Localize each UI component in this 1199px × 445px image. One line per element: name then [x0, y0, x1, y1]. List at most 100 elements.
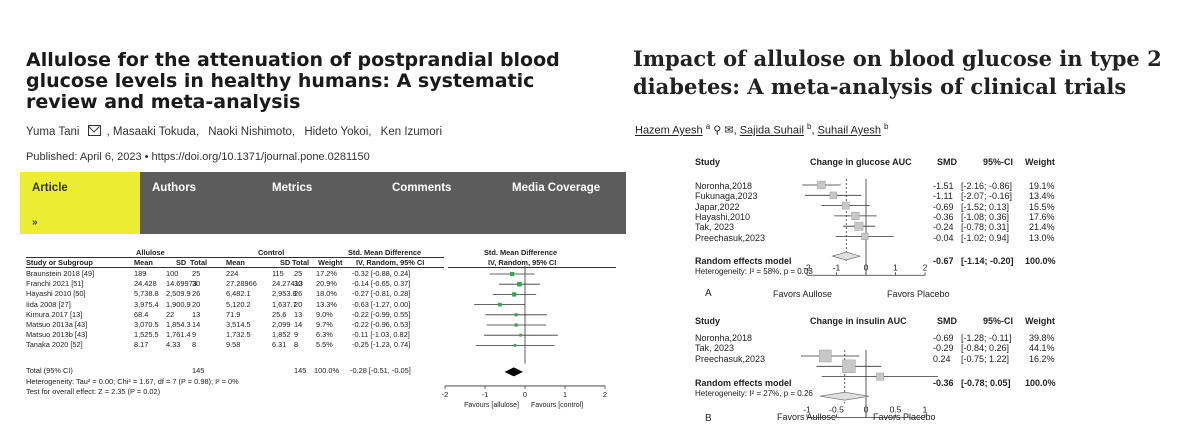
row-ci: -0.22 [-0.96, 0.53]	[352, 320, 411, 329]
row-sd1: 14.69973	[166, 279, 197, 289]
row-study: Preechasuk,2023	[695, 232, 766, 243]
panel-a-study-header: Study	[695, 157, 721, 167]
row-study: Franchi 2021 [51]	[26, 279, 84, 289]
x-tick-label: 2	[603, 390, 607, 399]
favours-control: Favours [control]	[531, 402, 583, 409]
row-ci: [-2.16; -0.86]	[961, 181, 1013, 191]
row-sd1: 1,854.3	[166, 320, 191, 329]
row-study: Matsuo 2013b [43]	[26, 330, 88, 340]
row-w: 18.0%	[316, 289, 337, 299]
row-ci: -0.22 [-0.99, 0.55]	[352, 309, 411, 319]
row-study: Japar,2022	[695, 201, 740, 212]
row-m2: 27.28966	[226, 279, 257, 289]
col-sd2: SD	[280, 258, 291, 267]
author-name[interactable]: Ken Izumori	[380, 126, 443, 138]
tab-comments[interactable]: Comments	[380, 172, 500, 234]
col-ci-plot: IV, Random, 95% CI	[488, 258, 557, 267]
mail-icon[interactable]	[87, 125, 101, 136]
row-w: 13.0%	[1029, 232, 1055, 243]
row-sd1: 100	[166, 269, 179, 278]
tab-label: Authors	[152, 182, 197, 194]
row-n1: 8	[192, 340, 197, 350]
row-n1: 25	[192, 269, 201, 278]
study-marker	[513, 344, 517, 347]
x-tick-label: -1	[803, 404, 811, 414]
row-w: 13.3%	[316, 299, 337, 309]
panel-a-favours-left: Favors Aullose	[773, 289, 833, 299]
panel-a-weight-header: Weight	[1025, 157, 1055, 167]
row-n1: 30	[192, 279, 201, 289]
row-n1: 9	[192, 330, 197, 340]
row-sd2: 6.31	[272, 340, 287, 350]
row-study: Hayashi,2010	[695, 211, 751, 222]
study-marker	[512, 292, 517, 297]
row-n2: 30	[294, 279, 303, 289]
tab-article[interactable]: Article »	[20, 172, 140, 234]
row-ci: -0.63 [-1.27, 0.00]	[352, 299, 411, 309]
favours-allulose: Favours [allulose]	[464, 402, 519, 409]
row-smd: -1.11	[933, 191, 953, 202]
header-rule	[26, 257, 444, 258]
row-smd: -0.69	[933, 333, 954, 343]
panel-b-favours-left: Favors Aullose	[777, 412, 837, 422]
row-ci: -0.27 [-0.81, 0.28]	[352, 289, 411, 299]
study-marker	[851, 211, 860, 220]
row-ci: -0.32 [-0.88, 0.24]	[352, 269, 411, 278]
row-ci: -0.25 [-1.23, 0.74]	[352, 340, 411, 350]
row-study: Fukunaga,2023	[695, 191, 758, 202]
row-smd: 0.24	[933, 353, 951, 364]
chevron-down-icon[interactable]: »	[32, 217, 38, 228]
total-label: Total (95% CI)	[26, 366, 73, 375]
row-ci: [-1.52; 0.13]	[961, 201, 1010, 212]
author-name[interactable]: Sajida Suhail	[739, 124, 804, 137]
panel-a-heterogeneity: Heterogeneity: I² = 58%, p = 0.03	[695, 267, 813, 276]
row-sd2: 2,099	[272, 320, 291, 329]
x-tick-label: 2	[923, 262, 928, 272]
row-n2: 9	[294, 330, 299, 340]
tab-label: Media Coverage	[512, 182, 601, 194]
row-n2: 13	[294, 309, 303, 319]
tab-label: Article	[32, 182, 68, 194]
author-name[interactable]: Hazem Ayesh	[635, 124, 703, 137]
row-sd2: 115	[272, 269, 284, 278]
group-header-control: Control	[258, 248, 285, 257]
tab-metrics[interactable]: Metrics	[260, 172, 380, 234]
mail-icon[interactable]: ✉	[724, 124, 734, 137]
row-ci: [-1.28; -0.11]	[961, 333, 1012, 343]
panel-b-forest-plot: -1 -0.5 0 0.5 1	[801, 349, 938, 418]
row-smd: -0.29	[933, 343, 954, 354]
person-icon[interactable]: ⚲	[713, 124, 722, 137]
tab-media-coverage[interactable]: Media Coverage	[500, 172, 620, 234]
panel-b-pooled-weight: 100.0%	[1025, 378, 1056, 388]
study-marker	[876, 372, 885, 381]
row-study: Matsuo 2013a [43]	[26, 320, 88, 329]
row-m2: 5,120.2	[226, 299, 251, 309]
row-study: Iida 2008 [27]	[26, 299, 71, 309]
total-weight: 100.0%	[314, 366, 340, 375]
left-article: Allulose for the attenuation of postpran…	[0, 0, 625, 445]
author-name[interactable]: Suhail Ayesh	[817, 124, 881, 137]
panel-a-pooled-smd: -0.67	[933, 256, 954, 266]
total-ci: -0.28 [-0.51, -0.05]	[350, 366, 411, 375]
row-ci: [-2.07; -0.16]	[961, 191, 1013, 202]
right-authors: Hazem Ayesh a ⚲ ✉, Sajida Suhail b, Suha…	[635, 122, 889, 137]
study-marker	[517, 281, 522, 287]
study-marker	[861, 232, 869, 241]
affiliation-mark: b	[884, 122, 889, 131]
row-m2: 3,514.5	[226, 320, 251, 329]
row-ci: -0.11 [-1.03, 0.82]	[352, 330, 410, 340]
row-sd2: 1,852	[272, 330, 291, 340]
row-ci: [-1.08; 0.36]	[961, 211, 1010, 222]
tab-authors[interactable]: Authors	[140, 172, 260, 234]
author-name[interactable]: Masaaki Tokuda,	[112, 126, 199, 138]
row-m1: 1,525.5	[134, 330, 159, 340]
author-name[interactable]: Yuma Tani	[26, 126, 80, 138]
x-tick-label: 1	[893, 262, 898, 272]
author-name[interactable]: Hideto Yokoi,	[304, 126, 372, 138]
article-tabs: Article » Authors Metrics Comments Media…	[20, 172, 626, 234]
row-w: 17.6%	[1029, 211, 1055, 222]
author-name[interactable]: Naoki Nishimoto,	[208, 126, 296, 138]
row-study: Tak, 2023	[695, 222, 735, 233]
row-w: 16.2%	[1029, 353, 1055, 364]
study-marker	[510, 271, 515, 277]
